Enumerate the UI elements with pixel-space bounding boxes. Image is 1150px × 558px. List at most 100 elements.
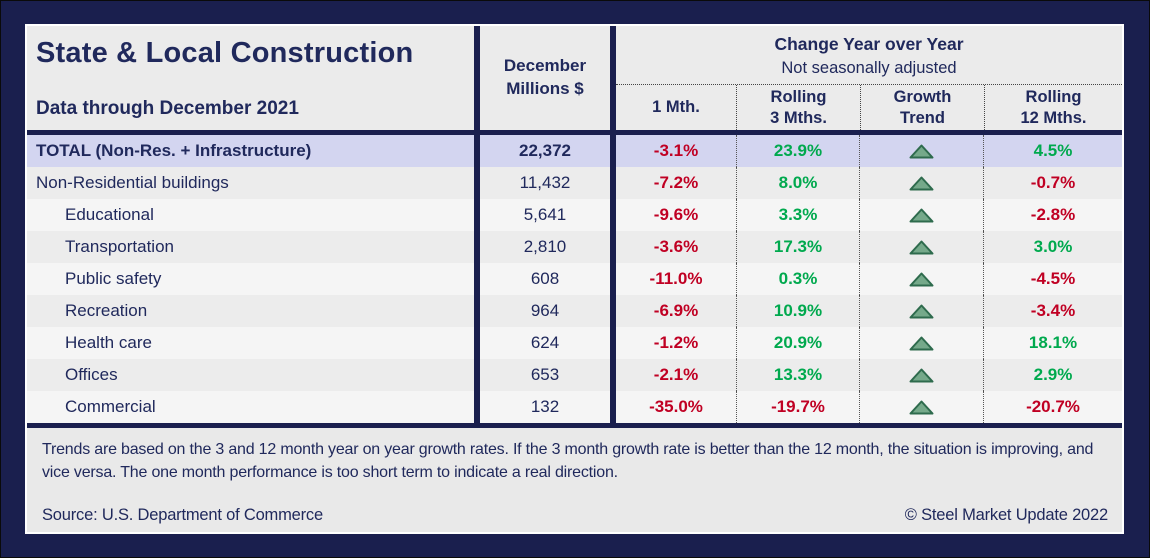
- trend-cell: [859, 391, 983, 423]
- pct-rolling12: 3.0%: [983, 231, 1122, 263]
- row-label: Health care: [65, 333, 152, 352]
- divider: [27, 130, 1122, 135]
- table-row: Non-Residential buildings 11,432 -7.2% 8…: [27, 167, 1122, 199]
- change-header-subtitle: Not seasonally adjusted: [781, 58, 957, 77]
- divider: [474, 295, 480, 327]
- row-value: 22,372: [519, 141, 571, 160]
- pct-rolling12: -2.8%: [983, 199, 1122, 231]
- trend-up-icon: [909, 304, 934, 318]
- page-subtitle: Data through December 2021: [36, 98, 299, 119]
- divider: [610, 359, 616, 391]
- trend-cell: [859, 295, 983, 327]
- row-value: 11,432: [519, 173, 571, 192]
- trend-up-icon: [909, 400, 934, 414]
- pct-rolling12: -20.7%: [983, 391, 1122, 423]
- pct-rolling3: -19.7%: [736, 391, 859, 423]
- pct-rolling12: 18.1%: [983, 327, 1122, 359]
- row-value: 5,641: [523, 205, 567, 224]
- source-note: Source: U.S. Department of Commerce: [42, 506, 323, 524]
- pct-1mth: -7.2%: [653, 173, 699, 192]
- trend-up-icon: [909, 368, 934, 382]
- pct-rolling3: 20.9%: [736, 327, 859, 359]
- divider: [27, 423, 1122, 428]
- copyright-note: © Steel Market Update 2022: [904, 506, 1108, 524]
- table-row: TOTAL (Non-Res. + Infrastructure) 22,372…: [27, 135, 1122, 167]
- divider: [610, 167, 616, 199]
- change-header-title-block: Change Year over Year Not seasonally adj…: [616, 26, 1122, 84]
- divider: [610, 295, 616, 327]
- divider: [610, 26, 616, 130]
- trend-cell: [859, 231, 983, 263]
- row-value: 608: [530, 269, 560, 288]
- pct-rolling12: -4.5%: [983, 263, 1122, 295]
- row-label: Educational: [65, 205, 154, 224]
- trend-footnote: Trends are based on the 3 and 12 month y…: [42, 441, 1094, 481]
- divider: [610, 135, 616, 167]
- divider: [474, 26, 480, 130]
- value-column-line2: Millions $: [506, 79, 584, 98]
- row-value: 2,810: [523, 237, 567, 256]
- divider: [474, 391, 480, 423]
- row-label: Non-Residential buildings: [36, 173, 229, 192]
- sub-column-headers: 1 Mth. Rolling 3 Mths. Growth Trend Roll…: [616, 84, 1122, 130]
- trend-cell: [859, 263, 983, 295]
- page-title: State & Local Construction: [36, 37, 414, 69]
- row-label: Recreation: [65, 301, 148, 320]
- pct-rolling12: -3.4%: [983, 295, 1122, 327]
- footer-bar: Source: U.S. Department of Commerce © St…: [27, 506, 1122, 532]
- table-row: Educational 5,641 -9.6% 3.3% -2.8%: [27, 199, 1122, 231]
- pct-1mth: -11.0%: [649, 269, 703, 288]
- row-value: 624: [530, 333, 560, 352]
- pct-1mth: -9.6%: [653, 205, 699, 224]
- pct-rolling12: -0.7%: [983, 167, 1122, 199]
- table-row: Health care 624 -1.2% 20.9% 18.1%: [27, 327, 1122, 359]
- divider: [474, 263, 480, 295]
- trend-cell: [859, 199, 983, 231]
- row-label: Offices: [65, 365, 118, 384]
- pct-rolling3: 13.3%: [736, 359, 859, 391]
- pct-rolling12: 4.5%: [983, 135, 1122, 167]
- pct-rolling3: 8.0%: [736, 167, 859, 199]
- data-table: TOTAL (Non-Res. + Infrastructure) 22,372…: [27, 135, 1122, 423]
- table-row: Commercial 132 -35.0% -19.7% -20.7%: [27, 391, 1122, 423]
- divider: [610, 391, 616, 423]
- pct-rolling3: 0.3%: [736, 263, 859, 295]
- row-value: 964: [530, 301, 560, 320]
- change-header-panel: Change Year over Year Not seasonally adj…: [616, 26, 1122, 130]
- trend-cell: [859, 359, 983, 391]
- row-label: TOTAL (Non-Res. + Infrastructure): [36, 141, 312, 160]
- table-row: Public safety 608 -11.0% 0.3% -4.5%: [27, 263, 1122, 295]
- pct-rolling3: 23.9%: [736, 135, 859, 167]
- row-label: Transportation: [65, 237, 174, 256]
- trend-cell: [859, 167, 983, 199]
- divider: [610, 327, 616, 359]
- row-label: Commercial: [65, 397, 156, 416]
- table-row: Offices 653 -2.1% 13.3% 2.9%: [27, 359, 1122, 391]
- report-frame: State & Local Construction Data through …: [25, 24, 1124, 534]
- trend-cell: [859, 135, 983, 167]
- value-column-line1: December: [503, 56, 587, 76]
- pct-1mth: -2.1%: [653, 365, 699, 384]
- value-column-header: December Millions $: [480, 26, 610, 130]
- trend-up-icon: [909, 176, 934, 190]
- divider: [474, 135, 480, 167]
- row-value: 132: [530, 397, 560, 416]
- pct-1mth: -3.1%: [653, 141, 699, 160]
- divider: [474, 167, 480, 199]
- trend-up-icon: [909, 240, 934, 254]
- divider: [610, 263, 616, 295]
- col-header-1mth: 1 Mth.: [652, 98, 700, 117]
- pct-1mth: -3.6%: [653, 237, 699, 256]
- trend-up-icon: [909, 144, 934, 158]
- divider: [610, 199, 616, 231]
- pct-1mth: -1.2%: [653, 333, 699, 352]
- divider: [474, 359, 480, 391]
- table-row: Recreation 964 -6.9% 10.9% -3.4%: [27, 295, 1122, 327]
- row-value: 653: [530, 365, 560, 384]
- title-panel: State & Local Construction Data through …: [27, 26, 474, 130]
- pct-1mth: -35.0%: [649, 397, 703, 416]
- header-band: State & Local Construction Data through …: [27, 26, 1122, 130]
- col-header-rolling12: Rolling 12 Mths.: [984, 85, 1122, 130]
- footnote-panel: Trends are based on the 3 and 12 month y…: [27, 428, 1122, 532]
